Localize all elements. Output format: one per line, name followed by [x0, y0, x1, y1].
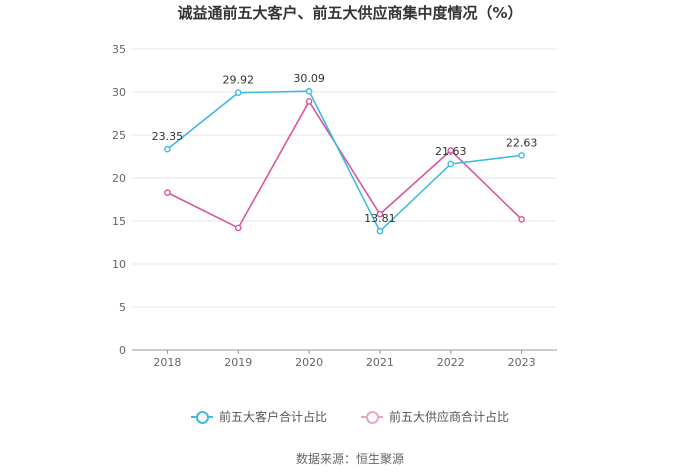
legend: 前五大客户合计占比 前五大供应商合计占比 [0, 408, 700, 425]
point-supplier [164, 189, 171, 196]
x-tick-label: 2020 [295, 356, 323, 369]
point-customer [234, 89, 242, 96]
legend-item-supplier[interactable]: 前五大供应商合计占比 [361, 408, 509, 425]
data-label-customer: 21.63 [435, 145, 467, 158]
y-tick-label: 5 [119, 301, 126, 314]
y-tick-label: 20 [112, 172, 126, 185]
legend-swatch-supplier [361, 410, 383, 424]
data-label-customer: 23.35 [152, 130, 184, 143]
point-supplier [376, 210, 384, 218]
y-tick-label: 35 [112, 43, 126, 56]
y-tick-label: 15 [112, 215, 126, 228]
data-source: 数据来源：恒生聚源 [295, 452, 404, 466]
point-customer [305, 87, 313, 95]
x-tick-label: 2021 [366, 356, 394, 369]
legend-label-customer: 前五大客户合计占比 [218, 410, 327, 424]
x-tick-label: 2023 [508, 356, 536, 369]
data-label-customer: 29.92 [223, 74, 255, 87]
point-supplier [518, 215, 525, 223]
chart-title: 诚益通前五大客户、前五大供应商集中度情况（%） [177, 4, 523, 22]
data-label-customer: 22.63 [506, 136, 538, 149]
point-supplier [305, 98, 313, 105]
point-customer [518, 152, 525, 159]
y-tick-label: 30 [112, 86, 126, 99]
data-label-customer: 13.81 [364, 212, 396, 225]
point-supplier [447, 147, 455, 154]
legend-swatch-customer [190, 410, 213, 424]
y-axis-ticks: 0 5 10 15 20 25 30 35 [112, 43, 126, 357]
x-tick-label: 2019 [224, 356, 252, 369]
point-customer [376, 227, 384, 235]
legend-label-supplier: 前五大供应商合计占比 [389, 410, 510, 424]
data-label-customer: 30.09 [293, 72, 325, 85]
point-customer [164, 145, 171, 153]
x-axis-ticks: 2018 2019 2020 2021 2022 2023 [153, 350, 536, 369]
y-tick-label: 10 [112, 258, 126, 271]
x-tick-label: 2022 [437, 356, 465, 369]
data-labels: 23.35 29.92 30.09 13.81 21.63 22.63 [152, 72, 538, 225]
series-line-customer [166, 90, 522, 233]
point-customer [447, 160, 455, 168]
legend-item-customer[interactable]: 前五大客户合计占比 [190, 408, 327, 425]
point-supplier [234, 224, 242, 232]
y-tick-label: 0 [119, 344, 126, 357]
y-tick-label: 25 [112, 129, 126, 142]
grid-lines [132, 48, 557, 308]
series-group [164, 87, 525, 235]
series-line-supplier [167, 99, 523, 229]
x-tick-label: 2018 [153, 356, 181, 369]
